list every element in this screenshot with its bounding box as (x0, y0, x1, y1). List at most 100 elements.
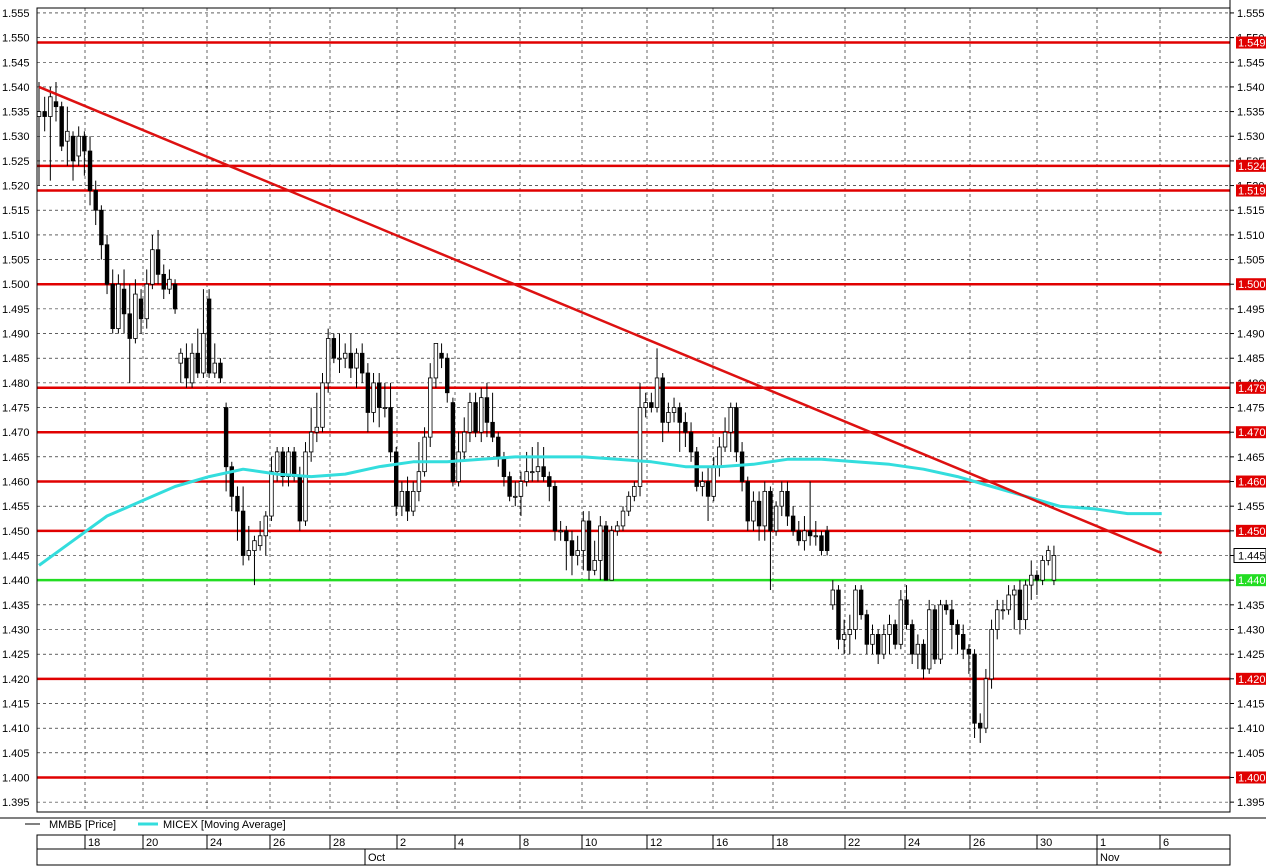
candle-body (116, 283, 121, 330)
y-tick-label-left: 1.540 (2, 82, 30, 94)
candle-body (337, 357, 342, 360)
y-tick-label-left: 1.430 (2, 624, 30, 636)
candle-body (779, 490, 784, 507)
candle-body (773, 505, 779, 532)
y-tick-label-left: 1.415 (2, 698, 30, 710)
candle-body (581, 520, 586, 551)
y-tick-label-left: 1.505 (2, 255, 30, 267)
price-level-flag-label: 1.460 (1238, 477, 1266, 489)
y-tick-label-right: 1.485 (1237, 353, 1265, 365)
candle-body (456, 451, 461, 482)
x-tick-label: 18 (88, 837, 100, 849)
price-level-flag-label: 1.549 (1238, 38, 1266, 50)
candle-body (110, 283, 115, 330)
x-axis-month-band (36, 848, 1231, 866)
candle-body (915, 643, 921, 655)
candle-body (1017, 589, 1023, 621)
candle-body (473, 402, 478, 433)
candle-body (535, 466, 541, 473)
price-level-flag-label: 1.479 (1238, 383, 1266, 395)
moving-average-line (38, 455, 1162, 567)
candle-body (376, 382, 382, 408)
y-tick-label-right: 1.495 (1237, 304, 1265, 316)
candle-body (938, 604, 943, 660)
candle-body (926, 609, 932, 670)
candle-body (660, 377, 665, 423)
candle-body (768, 490, 773, 532)
candle-body (53, 101, 59, 108)
candle-body (603, 525, 609, 581)
price-level-flag-label: 1.440 (1238, 575, 1266, 587)
candle-body (813, 535, 818, 538)
candle-body (257, 535, 263, 547)
price-level-flag (1236, 426, 1266, 439)
y-tick-label-right: 1.490 (1237, 329, 1265, 341)
candle-body (898, 599, 904, 645)
price-level-flag (1236, 278, 1266, 291)
y-tick-label-left: 1.410 (2, 723, 30, 735)
candle-body (201, 333, 206, 374)
y-tick-label-left: 1.450 (2, 526, 30, 538)
y-tick-label-left: 1.530 (2, 131, 30, 143)
candle-body (42, 111, 47, 117)
candle-body (422, 436, 427, 473)
candle-body (48, 96, 53, 117)
y-tick-label-right: 1.515 (1237, 205, 1265, 217)
candle-body (70, 135, 76, 162)
price-level-flag-label: 1.400 (1238, 772, 1266, 784)
candle-body (433, 343, 439, 379)
candle-body (280, 451, 286, 477)
y-tick-label-left: 1.435 (2, 600, 30, 612)
candle-body (1023, 584, 1028, 621)
price-level-flag (1236, 159, 1266, 172)
candle-body (841, 634, 847, 640)
candle-body (507, 476, 512, 497)
candle-body (853, 589, 858, 630)
y-tick-label-left: 1.550 (2, 33, 30, 45)
candle-body (694, 451, 699, 487)
candle-body (450, 402, 456, 482)
candle-body (1034, 574, 1040, 581)
candle-body (666, 412, 671, 423)
price-level-flag (1236, 771, 1266, 784)
x-tick-label: 16 (716, 837, 728, 849)
candle-body (195, 352, 200, 374)
candle-body (263, 515, 268, 537)
candle-body (1012, 589, 1017, 596)
candle-body (881, 634, 887, 655)
candle-body (847, 629, 853, 635)
y-tick-label-left: 1.480 (2, 378, 30, 390)
x-tick-label: 24 (210, 837, 222, 849)
candle-body (598, 525, 603, 561)
candle-body (308, 431, 314, 453)
candle-body (824, 530, 830, 551)
candle-body (1006, 594, 1011, 611)
candle-body (428, 377, 433, 438)
candle-body (530, 471, 535, 474)
candle-body (978, 722, 983, 729)
candle-body (796, 530, 801, 542)
candle-body (399, 490, 405, 507)
candle-body (626, 495, 631, 512)
candle-body (870, 634, 875, 645)
candle-body (683, 421, 688, 433)
candle-body (462, 431, 467, 453)
candle-body (989, 629, 994, 680)
candle-body (785, 490, 790, 517)
candle-body (246, 550, 251, 556)
x-tick-label: 10 (585, 837, 597, 849)
candle-body (127, 313, 132, 339)
candle-body (620, 510, 626, 527)
price-level-flag (1236, 184, 1266, 197)
y-tick-label-left: 1.400 (2, 772, 30, 784)
candlestick-series (36, 81, 1057, 743)
y-tick-label-left: 1.510 (2, 230, 30, 242)
x-tick-label: 2 (400, 837, 406, 849)
candle-body (155, 249, 161, 275)
x-tick-label: 20 (146, 837, 158, 849)
y-tick-label-right: 1.555 (1237, 8, 1265, 20)
y-tick-label-right: 1.475 (1237, 403, 1265, 415)
candle-body (802, 530, 807, 542)
y-tick-label-right: 1.395 (1237, 797, 1265, 809)
candle-body (445, 357, 450, 394)
